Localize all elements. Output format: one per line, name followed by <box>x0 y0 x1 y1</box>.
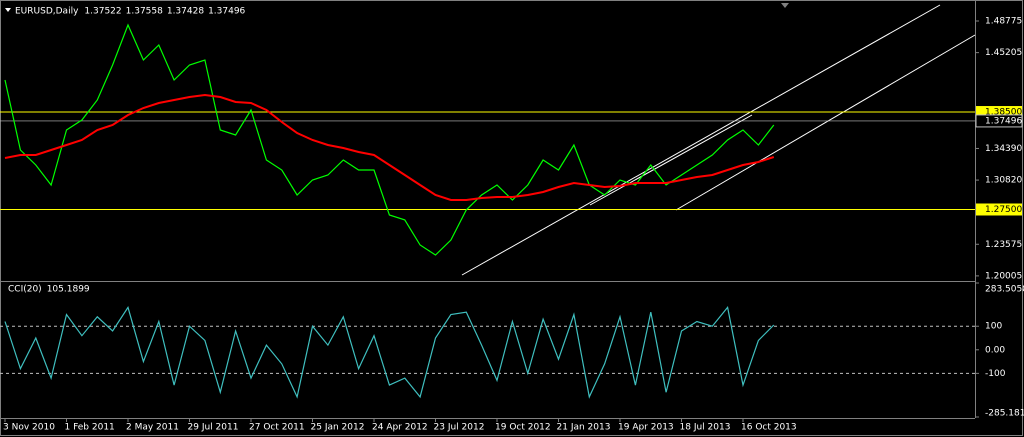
header: EURUSD,Daily <box>15 7 79 17</box>
ohlc-value: 1.37522 <box>84 7 121 17</box>
y-tick-label: 100 <box>985 322 1002 332</box>
x-tick-label: 25 Jan 2012 <box>311 423 365 433</box>
ohlc-value: 1.37558 <box>126 7 163 17</box>
y-tick-label: 1.20005 <box>985 271 1022 281</box>
y-tick-label: 1.34390 <box>985 144 1022 154</box>
trend-line <box>589 114 753 206</box>
x-tick-label: 16 Oct 2013 <box>741 423 797 433</box>
y-tick-label: 0.00 <box>985 345 1005 355</box>
x-tick-label: 21 Jan 2013 <box>557 423 611 433</box>
level-tag <box>976 203 1022 216</box>
ohlc-value: 1.37496 <box>208 7 245 17</box>
x-tick-label: 18 Jul 2013 <box>680 423 731 433</box>
y-tick-label: -285.1812 <box>985 409 1024 419</box>
x-tick-label: 3 Nov 2010 <box>3 423 55 433</box>
y-tick-label: 1.48775 <box>985 17 1022 27</box>
y-tick-label: 1.45205 <box>985 48 1022 58</box>
y-tick-label: 283.5058 <box>985 285 1024 295</box>
shift-marker <box>781 3 789 8</box>
x-tick-label: 19 Oct 2012 <box>495 423 551 433</box>
indicator-title: CCI(20) <box>8 285 42 295</box>
level-label: 1.38500 <box>985 108 1022 118</box>
series-line <box>4 93 775 201</box>
y-tick-label: 1.23575 <box>985 240 1022 250</box>
last-price-tag <box>975 114 1023 128</box>
ohlc-value: 1.37428 <box>167 7 204 17</box>
indicator-value: 105.1899 <box>47 285 90 295</box>
level-label: 1.27500 <box>985 205 1022 215</box>
series-line <box>4 305 775 399</box>
trend-line <box>675 34 976 211</box>
x-tick-label: 27 Oct 2011 <box>249 423 305 433</box>
x-tick-label: 24 Apr 2012 <box>372 423 428 433</box>
y-tick-label: 1.30820 <box>985 176 1022 186</box>
last-price-label: 1.37496 <box>985 116 1022 126</box>
x-tick-label: 29 Jul 2011 <box>188 423 239 433</box>
x-tick-label: 19 Apr 2013 <box>618 423 674 433</box>
x-tick-label: 23 Jul 2012 <box>434 423 485 433</box>
menu-arrow[interactable] <box>5 8 11 12</box>
trend-line <box>461 4 941 276</box>
series-line <box>4 23 775 256</box>
x-tick-label: 2 May 2011 <box>126 423 179 433</box>
x-tick-label: 1 Feb 2011 <box>65 423 115 433</box>
symbol-title: EURUSD,Daily <box>15 7 79 17</box>
y-tick-label: -100 <box>985 369 1006 379</box>
